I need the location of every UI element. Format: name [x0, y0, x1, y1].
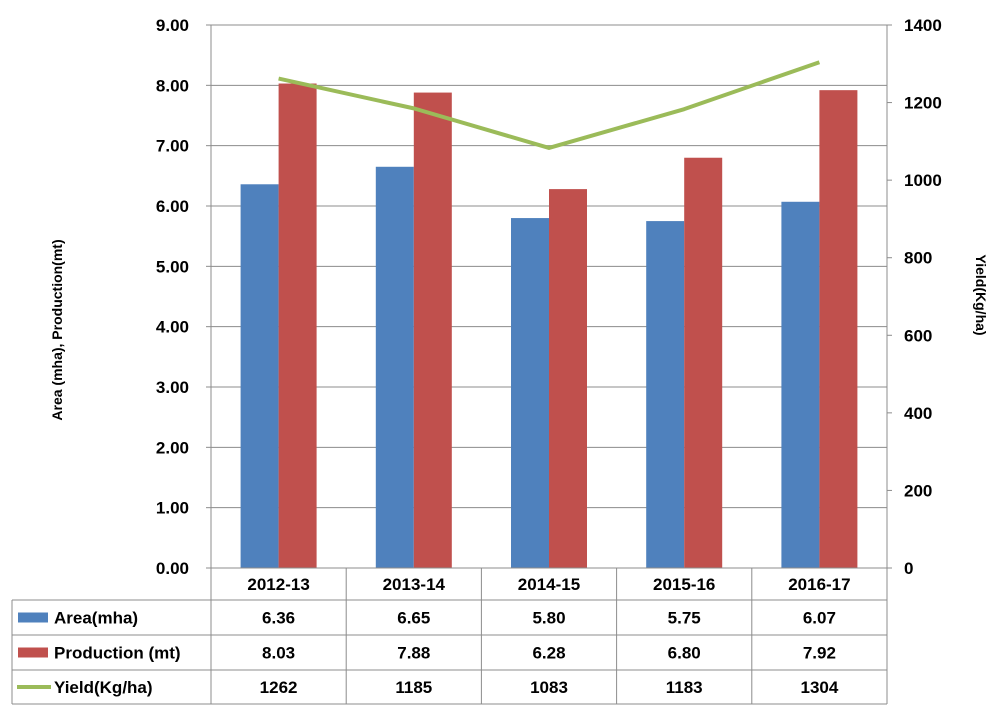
- left-tick-label: 2.00: [156, 438, 189, 457]
- legend-swatch: [18, 612, 48, 623]
- category-label: 2012-13: [247, 575, 309, 594]
- data-cell: 1185: [395, 678, 432, 697]
- right-tick-label: 1200: [904, 94, 942, 113]
- data-cell: 1183: [666, 678, 703, 697]
- right-tick-label: 1400: [904, 16, 942, 35]
- bar-area: [240, 184, 279, 568]
- left-tick-label: 4.00: [156, 318, 189, 337]
- right-tick-label: 200: [904, 481, 932, 500]
- bar-production: [684, 157, 723, 568]
- left-tick-label: 6.00: [156, 197, 189, 216]
- right-axis-title: Yield(Kg/ha): [973, 254, 989, 335]
- right-axis-ticks: 0 200 400 600 800 1000 1200 1400: [887, 16, 942, 578]
- right-tick-label: 600: [904, 326, 932, 345]
- left-tick-label: 3.00: [156, 378, 189, 397]
- data-cell: 1262: [260, 678, 298, 697]
- left-tick-label: 9.00: [156, 16, 189, 35]
- bar-production: [549, 189, 587, 568]
- right-tick-label: 0: [904, 559, 913, 578]
- data-cell: 6.36: [262, 609, 295, 628]
- left-tick-label: 0.00: [156, 559, 189, 578]
- right-tick-label: 800: [904, 249, 932, 268]
- left-tick-label: 8.00: [156, 76, 189, 95]
- data-cell: 6.80: [668, 644, 701, 663]
- left-axis-ticks: 0.00 1.00 2.00 3.00 4.00 5.00 6.00 7.00 8.00 9.00: [156, 16, 211, 578]
- bar-production: [819, 90, 858, 568]
- left-tick-label: 7.00: [156, 137, 189, 156]
- left-axis-title: Area (mha), Production(mt): [49, 239, 65, 420]
- data-table: 2012-13 2013-14 2014-15 2015-16 2016-17 Area(…: [11, 568, 888, 705]
- category-label: 2013-14: [383, 575, 446, 594]
- axes: [210, 25, 888, 569]
- bar-area: [511, 218, 549, 569]
- data-cell: 6.65: [397, 609, 430, 628]
- data-cell: 6.07: [803, 609, 836, 628]
- yield-line-group: [278, 60, 821, 150]
- category-label: 2016-17: [788, 575, 850, 594]
- data-cell: 1304: [800, 678, 838, 697]
- series-label: Area(mha): [54, 609, 138, 628]
- data-cell: 7.88: [397, 644, 430, 663]
- category-label: 2015-16: [653, 575, 715, 594]
- bar-production: [413, 92, 452, 568]
- right-tick-label: 400: [904, 404, 932, 423]
- bar-area: [646, 221, 685, 569]
- bar-area: [781, 201, 820, 568]
- right-tick-label: 1000: [904, 171, 942, 190]
- data-cell: 6.28: [532, 644, 565, 663]
- yield-line: [278, 60, 821, 150]
- left-tick-label: 5.00: [156, 257, 189, 276]
- bar-area: [375, 166, 414, 569]
- category-label: 2014-15: [518, 575, 580, 594]
- legend-swatch: [18, 647, 48, 658]
- bars: [240, 83, 858, 569]
- series-label: Production (mt): [54, 644, 181, 663]
- data-cell: 5.75: [668, 609, 701, 628]
- data-cell: 5.80: [532, 609, 565, 628]
- data-cell: 7.92: [803, 644, 836, 663]
- series-label: Yield(Kg/ha): [54, 678, 153, 697]
- data-cell: 8.03: [262, 644, 295, 663]
- left-tick-label: 1.00: [156, 499, 189, 518]
- data-cell: 1083: [530, 678, 568, 697]
- bar-production: [278, 83, 317, 569]
